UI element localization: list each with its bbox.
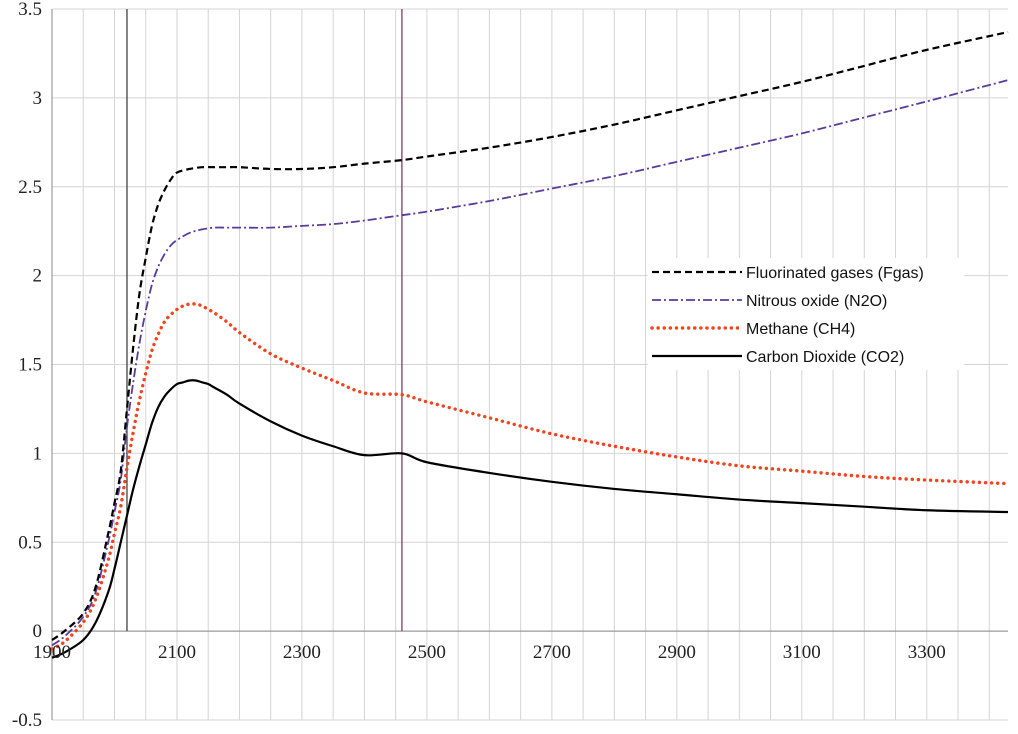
legend-label: Methane (CH4) — [746, 321, 855, 338]
x-tick-label: 3300 — [908, 642, 946, 663]
series-line-carbon-dioxide-co2 — [51, 379, 1009, 659]
axes — [51, 9, 1008, 720]
series-line-methane-ch4 — [50, 302, 1010, 651]
x-tick-label: 2300 — [283, 642, 321, 663]
y-tick-label: 3.5 — [18, 0, 42, 20]
x-tick-label: 2700 — [533, 642, 571, 663]
legend-label: Carbon Dioxide (CO2) — [746, 349, 904, 366]
x-tick-label: 3100 — [783, 642, 821, 663]
reference-lines — [126, 9, 403, 632]
x-tick-labels: 1900 2100 2300 2500 2700 2900 3100 3300 — [33, 642, 946, 663]
x-tick-label: 2900 — [658, 642, 696, 663]
y-tick-label: -0.5 — [12, 710, 42, 731]
y-tick-label: 3 — [33, 88, 43, 109]
legend-box — [648, 258, 964, 370]
y-tick-labels: -0.5 0 0.5 1 1.5 2 2.5 3 3.5 — [12, 0, 42, 731]
legend-label: Nitrous oxide (N2O) — [746, 293, 887, 310]
legend: Fluorinated gases (Fgas) Nitrous oxide (N… — [648, 258, 964, 370]
data-series — [50, 31, 1010, 659]
y-tick-label: 2 — [33, 266, 43, 287]
series-line-fluorinated-gases-fgas — [51, 31, 1009, 641]
x-tick-label: 2500 — [408, 642, 446, 663]
y-tick-label: 1 — [33, 443, 43, 464]
y-tick-label: 1.5 — [18, 355, 42, 376]
series-line-nitrous-oxide-n2o — [51, 79, 1009, 647]
y-tick-label: 0.5 — [18, 532, 42, 553]
y-tick-label: 0 — [33, 621, 43, 642]
y-tick-label: 2.5 — [18, 177, 42, 198]
x-tick-label: 1900 — [33, 642, 71, 663]
legend-label: Fluorinated gases (Fgas) — [746, 265, 924, 282]
x-tick-label: 2100 — [158, 642, 196, 663]
